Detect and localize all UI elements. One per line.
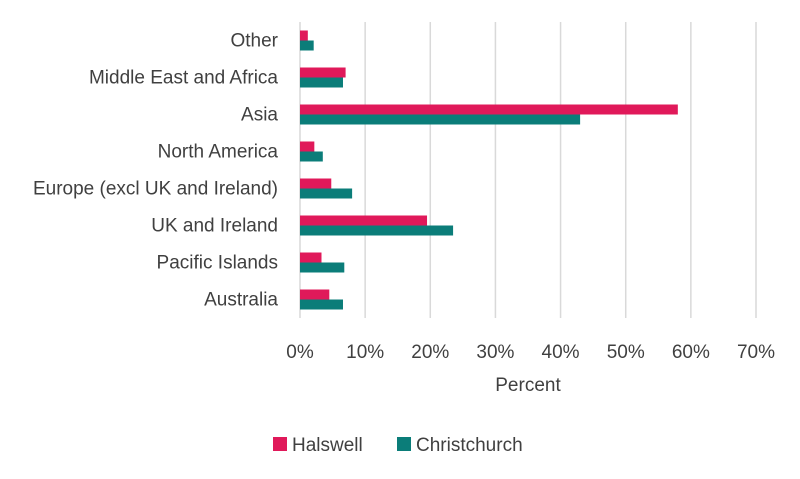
legend-label-halswell: Halswell	[292, 435, 363, 456]
gridlines	[299, 22, 757, 318]
category-label: Other	[230, 31, 278, 52]
category-label: Asia	[241, 105, 278, 126]
category-label: Pacific Islands	[157, 253, 278, 274]
category-label: Europe (excl UK and Ireland)	[33, 179, 278, 200]
x-tick-label: 60%	[672, 342, 710, 363]
bar-halswell-5	[300, 215, 428, 226]
x-tick-labels: 0% 10% 20% 30% 40% 50% 60% 70%	[286, 342, 775, 363]
category-label: North America	[158, 142, 279, 163]
x-tick-label: 70%	[737, 342, 775, 363]
bar-christchurch-4	[300, 188, 353, 199]
bar-halswell-7	[300, 289, 330, 300]
x-tick-label: 30%	[476, 342, 514, 363]
x-tick-label: 10%	[346, 342, 384, 363]
category-label: Middle East and Africa	[89, 68, 278, 89]
category-label: Australia	[204, 290, 278, 311]
bar-halswell-1	[300, 67, 346, 78]
legend-swatch-christchurch	[397, 437, 411, 451]
legend: Halswell Christchurch	[273, 435, 523, 456]
bar-christchurch-7	[300, 299, 343, 310]
category-label: UK and Ireland	[151, 216, 278, 237]
bar-halswell-2	[300, 104, 678, 115]
x-axis-title: Percent	[495, 375, 561, 396]
bar-christchurch-3	[300, 151, 323, 162]
bar-christchurch-5	[300, 225, 454, 236]
x-tick-label: 50%	[607, 342, 645, 363]
category-labels: Other Middle East and Africa Asia North Ame…	[33, 31, 279, 311]
legend-label-christchurch: Christchurch	[416, 435, 523, 456]
x-tick-label: 0%	[286, 342, 314, 363]
bars	[300, 30, 678, 310]
bar-christchurch-0	[300, 40, 314, 51]
bar-christchurch-1	[300, 77, 343, 88]
legend-swatch-halswell	[273, 437, 287, 451]
bar-christchurch-2	[300, 114, 581, 125]
bar-halswell-3	[300, 141, 315, 152]
x-tick-label: 40%	[542, 342, 580, 363]
bar-halswell-4	[300, 178, 332, 189]
bar-halswell-0	[300, 30, 308, 41]
x-tick-label: 20%	[411, 342, 449, 363]
bar-christchurch-6	[300, 262, 345, 273]
bar-halswell-6	[300, 252, 322, 263]
